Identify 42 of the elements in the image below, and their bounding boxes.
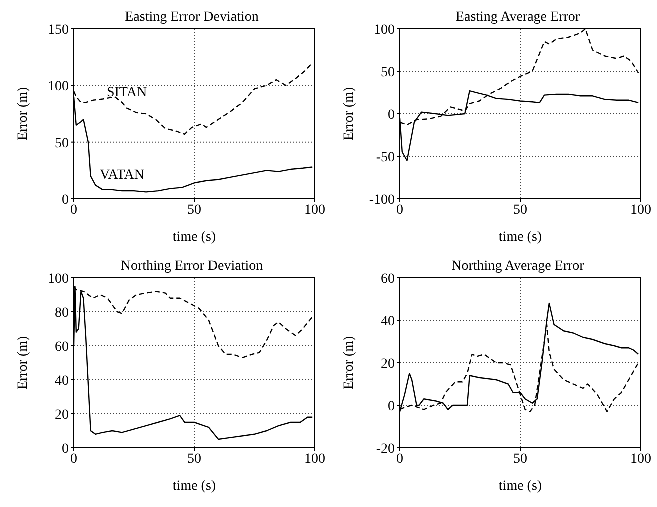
chart-title: Easting Average Error: [456, 10, 580, 25]
y-tick-label: 0: [62, 192, 69, 208]
x-tick-label: 50: [514, 202, 528, 218]
y-tick-label: 20: [381, 356, 395, 372]
x-tick-label: 100: [630, 452, 652, 467]
y-tick-label: 100: [48, 272, 69, 287]
y-tick-label: 0: [388, 108, 395, 123]
series-label: SITAN: [106, 85, 148, 100]
y-tick-label: 40: [381, 314, 395, 330]
y-tick-label: -50: [376, 150, 395, 166]
x-tick-label: 50: [188, 452, 202, 467]
y-tick-label: 40: [55, 374, 69, 389]
x-axis-title: time (s): [498, 479, 542, 494]
y-tick-label: 50: [381, 65, 395, 80]
x-tick-label: 100: [304, 452, 326, 467]
y-axis-title: Error (m): [342, 336, 357, 390]
x-tick-label: 50: [514, 452, 528, 467]
y-tick-label: 50: [55, 136, 69, 152]
y-tick-label: -100: [369, 192, 395, 208]
x-tick-label: 100: [304, 202, 326, 218]
series-label: VATAN: [100, 168, 144, 184]
chart-title: Northing Average Error: [452, 259, 584, 274]
chart-title: Northing Error Deviation: [120, 259, 264, 274]
y-axis-title: Error (m): [16, 336, 31, 390]
x-tick-label: 100: [630, 202, 652, 218]
y-tick-label: 20: [55, 408, 69, 423]
y-tick-label: 100: [48, 80, 69, 95]
y-axis-title: Error (m): [342, 87, 357, 141]
x-axis-title: time (s): [172, 230, 216, 245]
x-tick-label: 50: [188, 202, 202, 218]
y-tick-label: 100: [374, 22, 395, 38]
y-tick-label: 60: [55, 340, 69, 355]
y-tick-label: -20: [376, 442, 395, 457]
y-tick-label: 150: [48, 22, 69, 38]
x-axis-title: time (s): [172, 479, 216, 494]
y-axis-title: Error (m): [16, 87, 31, 141]
y-tick-label: 0: [388, 399, 395, 414]
y-tick-label: 60: [381, 272, 395, 287]
y-tick-label: 0: [62, 442, 69, 457]
y-tick-label: 80: [55, 306, 69, 321]
x-axis-title: time (s): [498, 230, 542, 245]
chart-title: Easting Error Deviation: [125, 10, 259, 25]
